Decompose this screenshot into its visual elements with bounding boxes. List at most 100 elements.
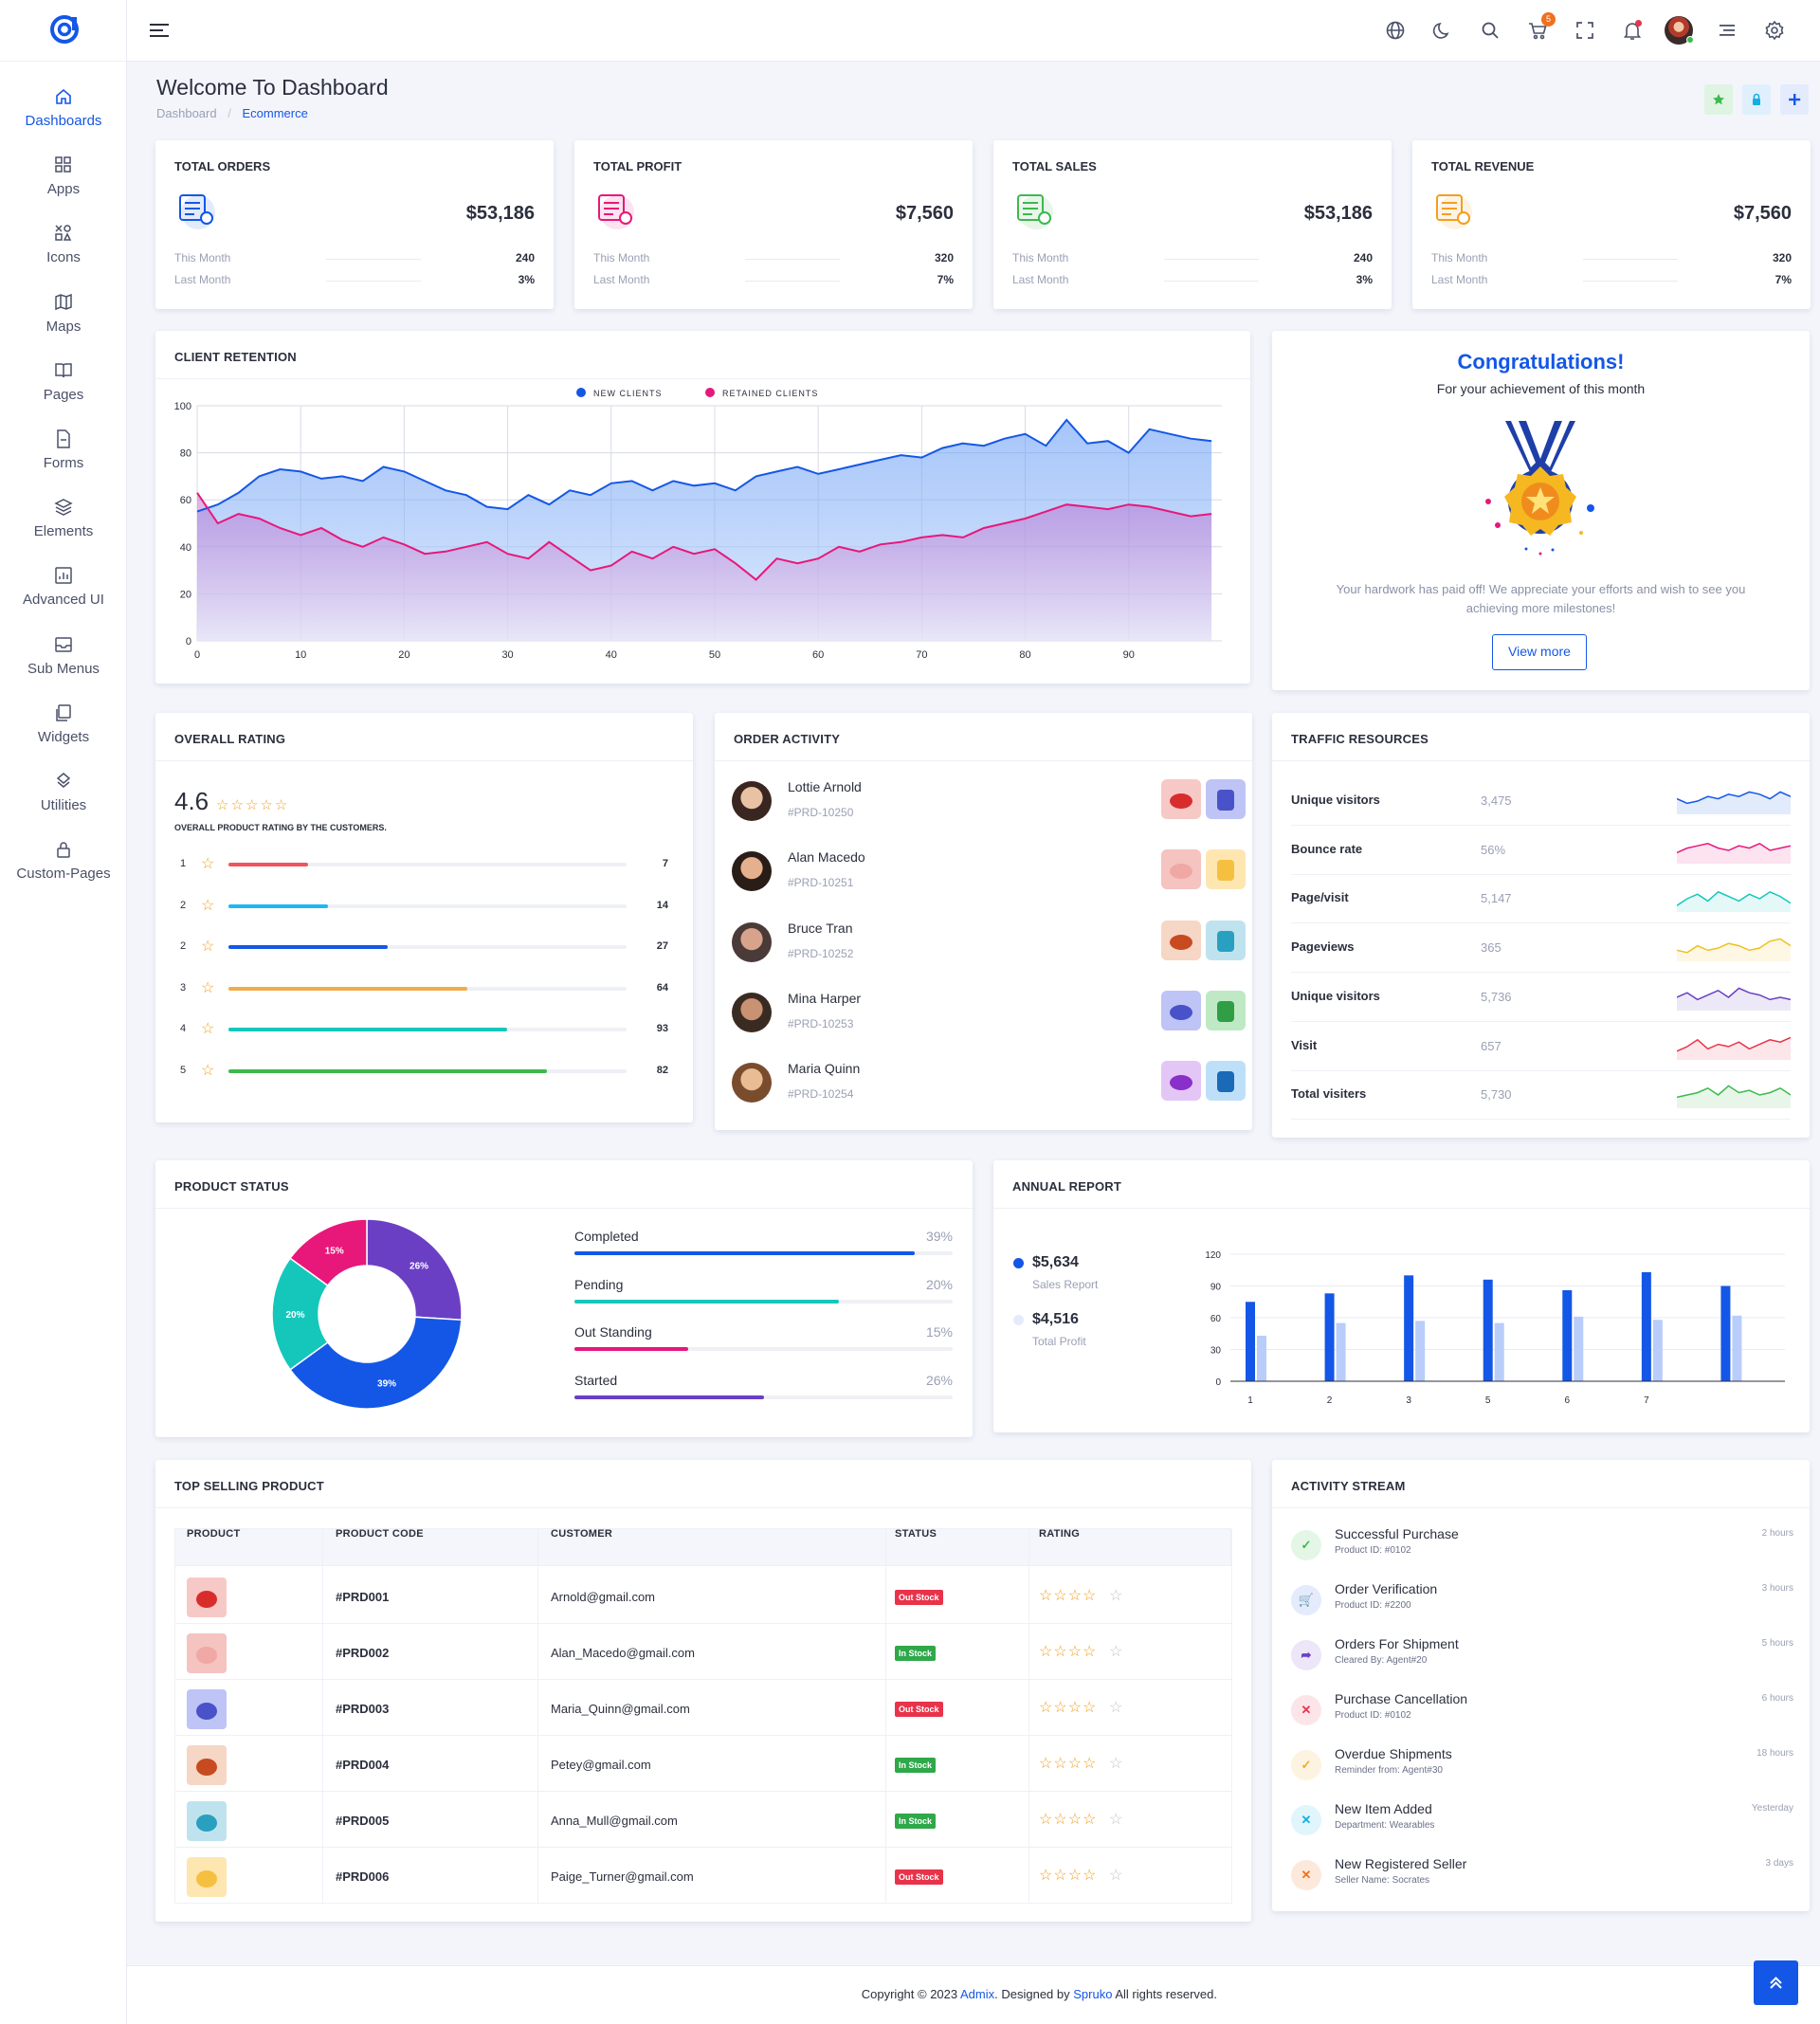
fullscreen-icon[interactable] bbox=[1574, 20, 1597, 43]
brand-logo[interactable] bbox=[48, 13, 81, 46]
footer-brand-link[interactable]: Admix bbox=[960, 1987, 995, 2001]
x-tick-label: 70 bbox=[916, 649, 927, 661]
activity-item[interactable]: ✓ Successful Purchase Product ID: #0102 2 h… bbox=[1291, 1526, 1793, 1581]
bell-icon[interactable] bbox=[1622, 20, 1645, 43]
search-icon[interactable] bbox=[1480, 20, 1502, 43]
sidebar-item-dashboards[interactable]: Dashboards bbox=[0, 86, 127, 129]
activity-item[interactable]: ✓ Overdue Shipments Reminder from: Agent#3… bbox=[1291, 1746, 1793, 1801]
annual-bar bbox=[1415, 1321, 1426, 1381]
breadcrumb-ecommerce[interactable]: Ecommerce bbox=[242, 106, 308, 120]
sidebar-item-label: Utilities bbox=[40, 797, 87, 813]
customer-name: Bruce Tran bbox=[788, 920, 853, 936]
right-menu-icon[interactable] bbox=[1717, 20, 1739, 43]
status-bar-row: Started 26% bbox=[574, 1373, 953, 1411]
x-tick-label: 6 bbox=[1565, 1395, 1571, 1406]
sidebar-item-custom-pages[interactable]: Custom-Pages bbox=[0, 839, 127, 882]
activity-item[interactable]: ✕ New Item Added Department: Wearables Yest… bbox=[1291, 1801, 1793, 1856]
kpi-title: TOTAL SALES bbox=[1012, 159, 1097, 173]
globe-icon[interactable] bbox=[1385, 20, 1408, 43]
order-code: #PRD-10251 bbox=[788, 876, 854, 890]
table-row[interactable]: #PRD002 Alan_Macedo@gmail.com In Stock ☆☆☆☆… bbox=[174, 1624, 1231, 1680]
donut-slice-label: 39% bbox=[377, 1379, 396, 1390]
status-badge: Out Stock bbox=[895, 1869, 943, 1885]
sidebar-item-utilities[interactable]: Utilities bbox=[0, 771, 127, 813]
table-row[interactable]: #PRD003 Maria_Quinn@gmail.com Out Stock ☆☆☆… bbox=[174, 1680, 1231, 1736]
activity-item[interactable]: ✕ Purchase Cancellation Product ID: #0102 6… bbox=[1291, 1691, 1793, 1746]
table-header-status[interactable]: STATUS bbox=[895, 1528, 937, 1540]
star-icon: ☆ bbox=[201, 897, 215, 914]
activity-title: Overdue Shipments bbox=[1335, 1746, 1452, 1761]
footer-text: Copyright © 2023 Admix. Designed by Spru… bbox=[127, 1987, 1413, 2001]
traffic-value: 3,475 bbox=[1481, 793, 1512, 808]
product-code: #PRD003 bbox=[336, 1702, 390, 1716]
table-row[interactable]: #PRD004 Petey@gmail.com In Stock ☆☆☆☆ ☆ bbox=[174, 1736, 1231, 1792]
cactus-image bbox=[1161, 920, 1201, 960]
check-icon: ✓ bbox=[1291, 1530, 1321, 1560]
rating-bar bbox=[228, 986, 467, 991]
activity-item[interactable]: ➦ Orders For Shipment Cleared By: Agent#20… bbox=[1291, 1636, 1793, 1691]
table-row[interactable]: #PRD006 Paige_Turner@gmail.com Out Stock ☆☆… bbox=[174, 1848, 1231, 1904]
breadcrumb-dashboard[interactable]: Dashboard bbox=[156, 106, 217, 120]
sidebar-item-advanced-ui[interactable]: Advanced UI bbox=[0, 565, 127, 608]
moon-icon[interactable] bbox=[1432, 20, 1455, 43]
add-button[interactable] bbox=[1780, 84, 1809, 115]
sidebar-item-forms[interactable]: Forms bbox=[0, 429, 127, 471]
footer-author-link[interactable]: Spruko bbox=[1073, 1987, 1113, 2001]
order-row[interactable]: Mina Harper #PRD-10253 bbox=[732, 990, 1246, 1048]
table-header-product[interactable]: PRODUCT bbox=[187, 1528, 241, 1540]
lock-button[interactable] bbox=[1742, 84, 1771, 115]
sidebar-item-widgets[interactable]: Widgets bbox=[0, 702, 127, 745]
rating-row-count: 7 bbox=[662, 858, 668, 869]
traffic-row: Bounce rate 56% bbox=[1291, 826, 1791, 875]
order-row[interactable]: Maria Quinn #PRD-10254 bbox=[732, 1061, 1246, 1118]
activity-title: New Item Added bbox=[1335, 1801, 1432, 1816]
kpi-card-2: TOTAL PROFIT $7,560 This Month 320 Last Mont… bbox=[574, 140, 973, 309]
annual-bar bbox=[1641, 1271, 1651, 1381]
activity-item[interactable]: ✕ New Registered Seller Seller Name: Socra… bbox=[1291, 1856, 1793, 1911]
kpi-last-month: Last Month 3% bbox=[174, 273, 535, 286]
sidebar-item-sub-menus[interactable]: Sub Menus bbox=[0, 634, 127, 677]
activity-stream-title: ACTIVITY STREAM bbox=[1291, 1479, 1406, 1493]
sidebar-item-icons[interactable]: Icons bbox=[0, 223, 127, 265]
settings-gear-icon[interactable] bbox=[1764, 20, 1787, 43]
sidebar-item-maps[interactable]: Maps bbox=[0, 292, 127, 335]
traffic-label: Pageviews bbox=[1291, 939, 1355, 955]
table-header-product-code[interactable]: PRODUCT CODE bbox=[336, 1528, 424, 1540]
menu-toggle-icon[interactable] bbox=[150, 21, 171, 40]
congrats-subtitle: For your achievement of this month bbox=[1436, 381, 1646, 396]
order-row[interactable]: Bruce Tran #PRD-10252 bbox=[732, 920, 1246, 977]
cart-icon[interactable] bbox=[1527, 20, 1550, 43]
traffic-sparkline bbox=[1677, 791, 1791, 814]
sales-report-dot bbox=[1013, 1258, 1024, 1268]
table-header-customer[interactable]: CUSTOMER bbox=[551, 1528, 613, 1540]
x-tick-label: 30 bbox=[501, 649, 513, 661]
traffic-label: Page/visit bbox=[1291, 890, 1349, 905]
activity-title: Orders For Shipment bbox=[1335, 1636, 1459, 1651]
activity-time: 3 hours bbox=[1761, 1583, 1793, 1594]
breadcrumb: Dashboard / Ecommerce bbox=[156, 106, 308, 120]
product-code: #PRD004 bbox=[336, 1758, 390, 1772]
table-row[interactable]: #PRD005 Anna_Mull@gmail.com In Stock ☆☆☆☆ ☆ bbox=[174, 1792, 1231, 1848]
favorite-button[interactable] bbox=[1704, 84, 1733, 115]
table-row[interactable]: #PRD001 Arnold@gmail.com Out Stock ☆☆☆☆ ☆ bbox=[174, 1568, 1231, 1624]
order-row[interactable]: Lottie Arnold #PRD-10250 bbox=[732, 779, 1246, 836]
customer-name: Maria Quinn bbox=[788, 1061, 861, 1077]
y-tick-label: 0 bbox=[1215, 1377, 1221, 1388]
x-tick-label: 60 bbox=[812, 649, 824, 661]
view-more-button[interactable]: View more bbox=[1492, 634, 1587, 670]
back-to-top-button[interactable] bbox=[1754, 1960, 1798, 2005]
table-header-rating[interactable]: RATING bbox=[1039, 1528, 1081, 1540]
traffic-label: Unique visitors bbox=[1291, 988, 1380, 1003]
kpi-last-month-value: 3% bbox=[518, 273, 535, 286]
order-row[interactable]: Alan Macedo #PRD-10251 bbox=[732, 849, 1246, 906]
y-tick-label: 30 bbox=[1210, 1346, 1222, 1357]
customer-email: Paige_Turner@gmail.com bbox=[551, 1869, 694, 1884]
sidebar-item-apps[interactable]: Apps bbox=[0, 155, 127, 197]
activity-item[interactable]: 🛒 Order Verification Product ID: #2200 3 ho… bbox=[1291, 1581, 1793, 1636]
sidebar-item-label: Apps bbox=[46, 181, 81, 198]
footer bbox=[127, 1965, 1820, 2024]
sidebar-item-pages[interactable]: Pages bbox=[0, 360, 127, 403]
sidebar-item-elements[interactable]: Elements bbox=[0, 497, 127, 539]
profit-receipt-icon bbox=[593, 188, 637, 231]
empty-star-icon: ☆ bbox=[1109, 1812, 1123, 1828]
